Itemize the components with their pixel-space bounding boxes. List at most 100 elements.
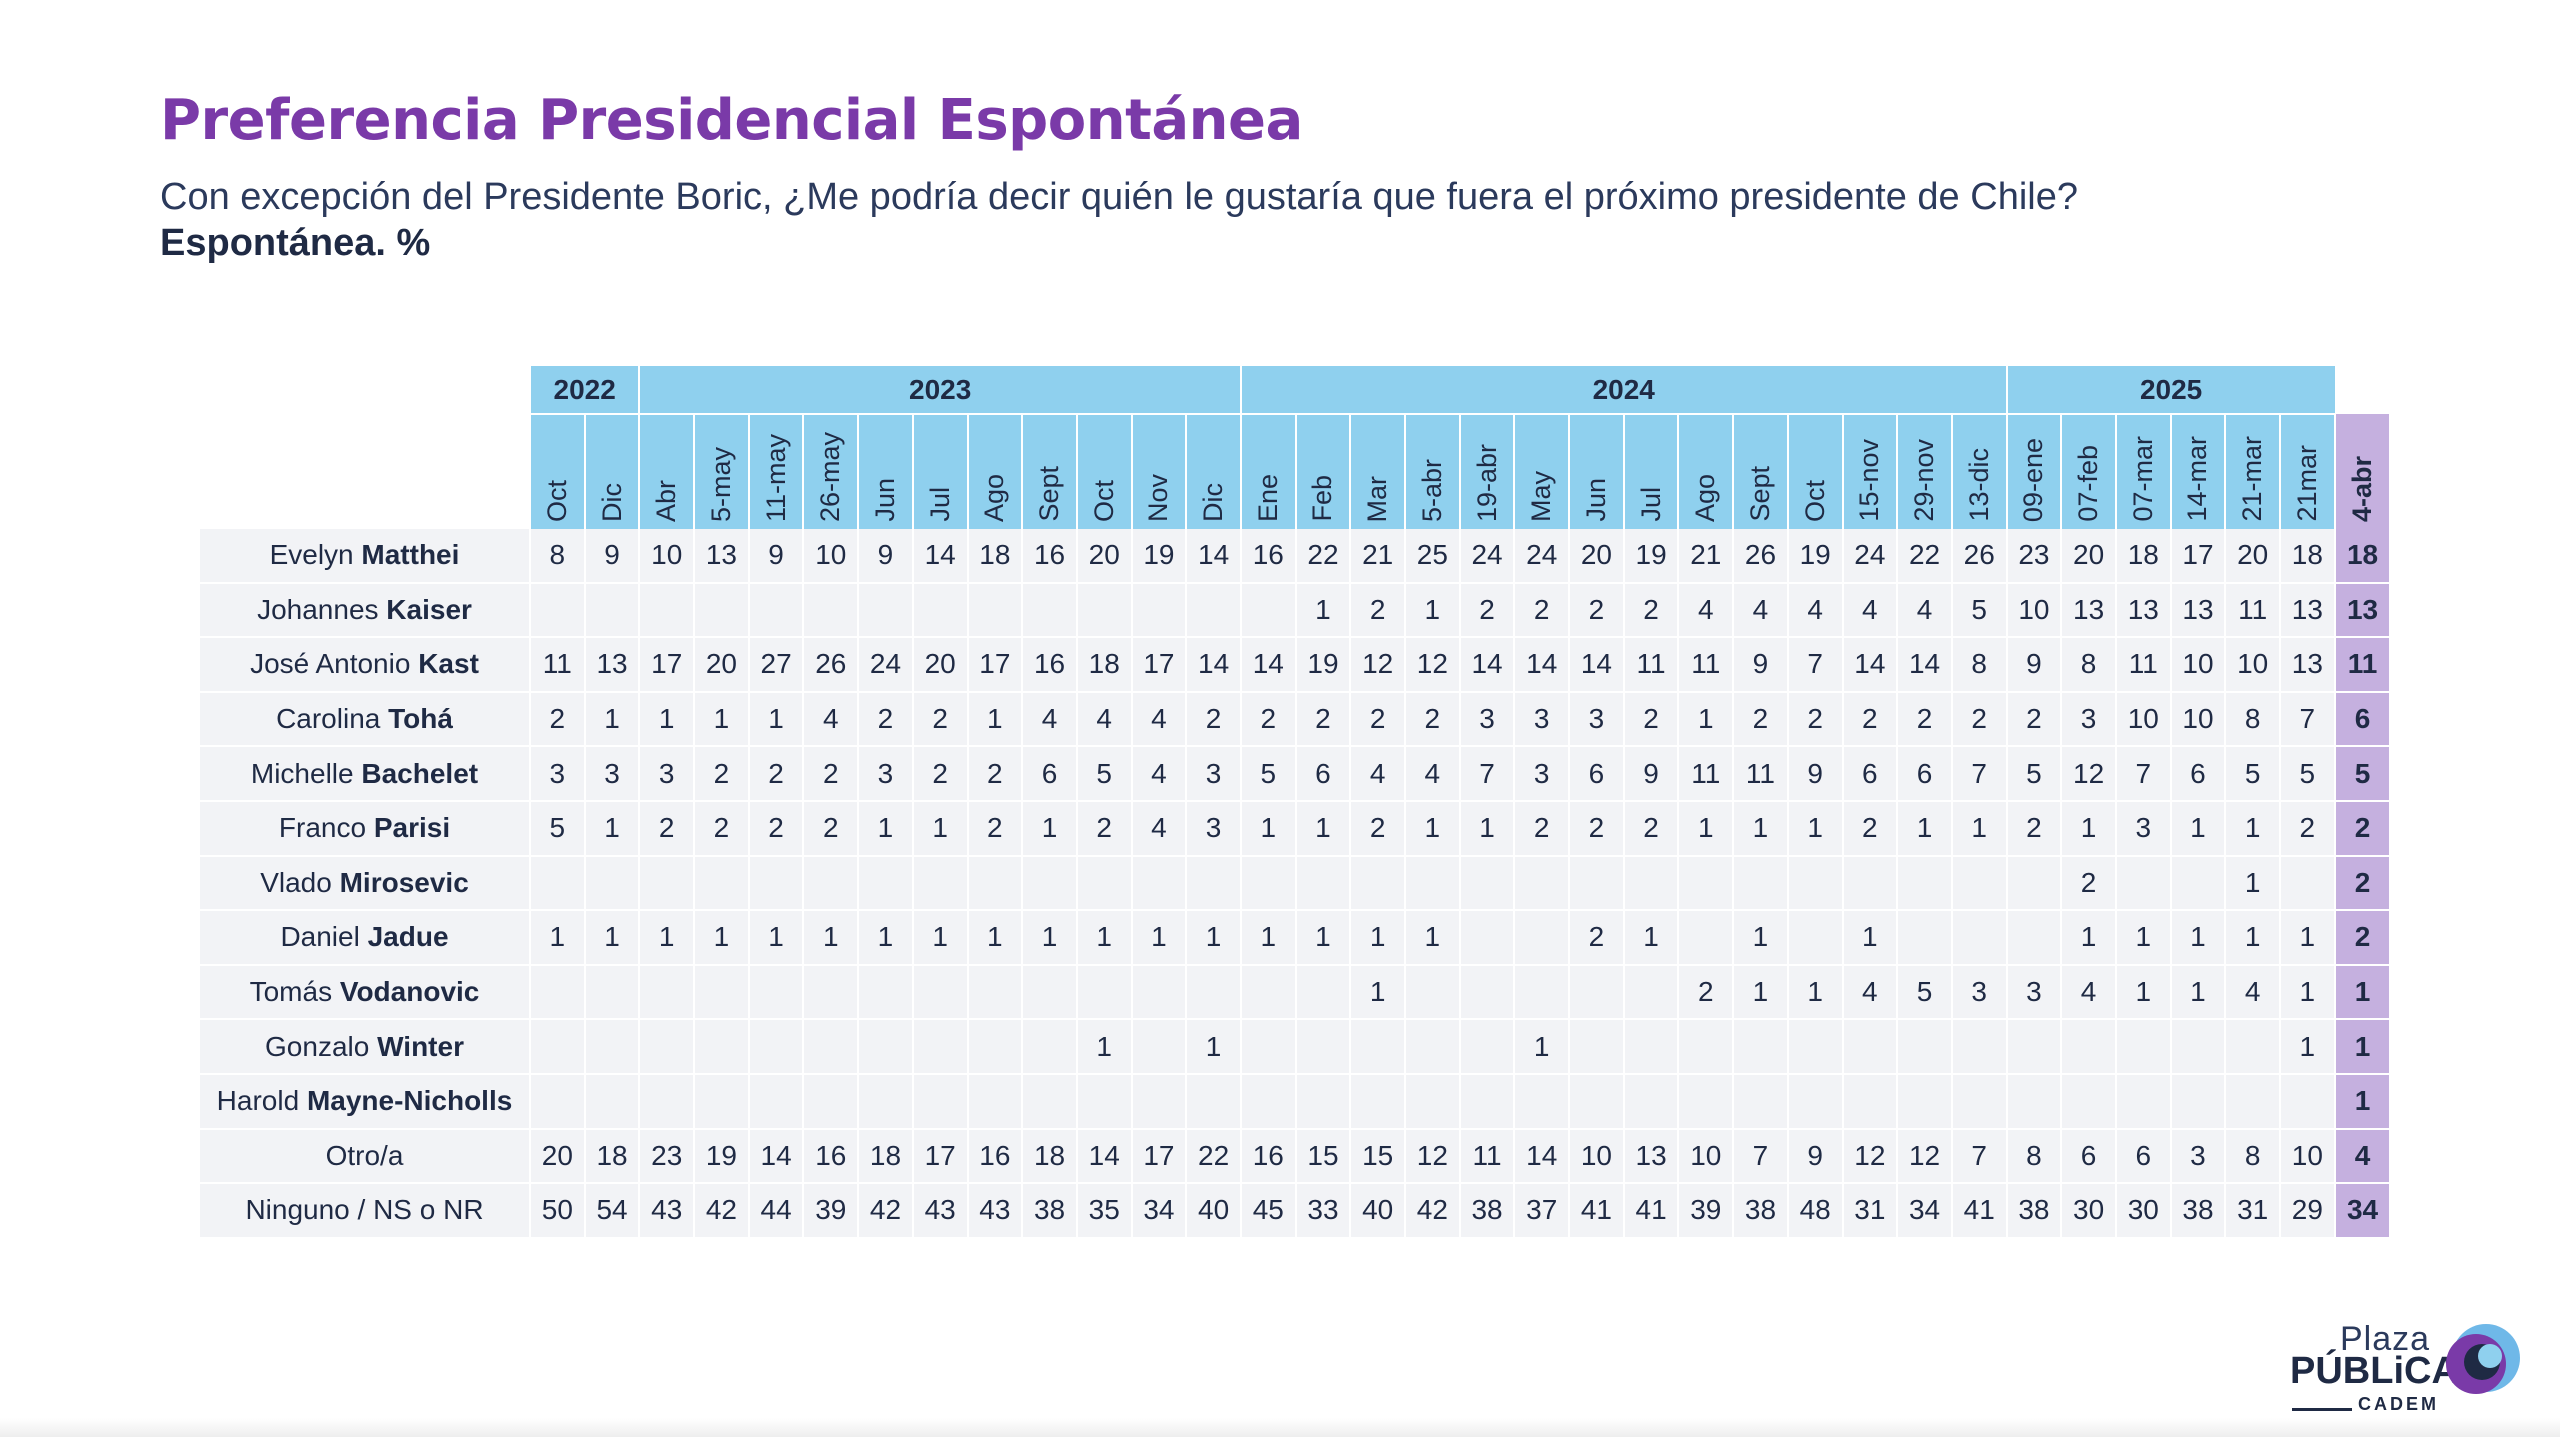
value-cell xyxy=(1294,1073,1351,1130)
value-cell xyxy=(2224,1073,2280,1130)
value-cell: 1 xyxy=(2060,800,2116,857)
value-cell xyxy=(1841,1073,1898,1130)
value-cell: 1 xyxy=(1841,910,1898,966)
value-cell: 16 xyxy=(1021,637,1077,693)
bottom-shade xyxy=(0,1418,2560,1437)
value-cell: 7 xyxy=(1786,637,1843,693)
value-cell: 1 xyxy=(1622,910,1679,966)
value-cell: 42 xyxy=(1404,1183,1460,1239)
value-cell: 20 xyxy=(1568,529,1624,584)
period-header: 21-mar xyxy=(2224,414,2280,529)
value-cell: 18 xyxy=(2279,529,2335,584)
value-cell: 26 xyxy=(802,637,859,693)
value-cell: 43 xyxy=(911,1183,968,1239)
candidate-first-name: Johannes xyxy=(257,593,379,625)
value-cell: 2 xyxy=(2333,910,2390,966)
value-cell: 20 xyxy=(2060,529,2116,584)
value-cell: 13 xyxy=(583,637,640,693)
value-cell: 1 xyxy=(1732,964,1788,1021)
candidate-first-name: Carolina xyxy=(276,703,381,735)
value-cell: 1 xyxy=(1021,910,1077,966)
candidate-name: José Antonio Kast xyxy=(200,637,530,693)
table-row: Daniel Jadue 1 1 1 1 1 1 1 1 1 1 1 1 1 1 1 1 1 2 1 1 1 1 1 1 1 1 2 xyxy=(200,910,2390,966)
value-cell xyxy=(966,855,1023,912)
period-label: Ene xyxy=(1252,473,1283,522)
value-cell xyxy=(529,1073,585,1130)
candidate-first-name: Vlado xyxy=(260,866,332,898)
value-cell: 16 xyxy=(1239,1128,1296,1185)
value-cell: 1 xyxy=(2279,964,2335,1021)
period-label: Sept xyxy=(1744,466,1775,522)
period-label: Abr xyxy=(651,479,682,522)
value-cell: 1 xyxy=(1786,800,1843,857)
value-cell xyxy=(1404,1019,1460,1075)
value-cell xyxy=(1458,910,1515,966)
candidate-first-name: Otro/a xyxy=(325,1139,404,1171)
period-header: Feb xyxy=(1294,414,1351,529)
value-cell: 1 xyxy=(583,691,640,748)
value-cell: 34 xyxy=(2333,1183,2390,1239)
value-cell: 39 xyxy=(802,1183,859,1239)
value-cell xyxy=(529,855,585,912)
value-cell xyxy=(1622,1073,1679,1130)
value-cell: 42 xyxy=(693,1183,749,1239)
value-cell: 2 xyxy=(1404,691,1460,748)
value-cell: 5 xyxy=(2333,746,2390,802)
value-cell: 1 xyxy=(1404,910,1460,966)
value-cell: 2 xyxy=(1075,800,1132,857)
value-cell: 2 xyxy=(1458,582,1515,639)
period-label: 29-nov xyxy=(1909,439,1940,522)
value-cell xyxy=(1130,964,1187,1021)
table-row: Michelle Bachelet 3 3 3 2 2 2 3 2 2 6 5 4 3 5 6 4 4 7 3 6 9 11… xyxy=(200,746,2390,802)
value-cell: 1 xyxy=(1185,910,1241,966)
value-cell xyxy=(2114,1073,2171,1130)
value-cell xyxy=(1404,1073,1460,1130)
value-cell xyxy=(2169,1073,2226,1130)
value-cell: 1 xyxy=(1404,582,1460,639)
question-text: Con excepción del Presidente Boric, ¿Me … xyxy=(160,176,2078,218)
value-cell xyxy=(583,855,640,912)
candidate-first-name: Michelle xyxy=(250,757,354,789)
value-cell: 14 xyxy=(1896,637,1952,693)
value-cell xyxy=(1294,964,1351,1021)
value-cell xyxy=(802,582,859,639)
candidate-last-name: Tohá xyxy=(388,703,453,735)
value-cell: 5 xyxy=(1950,582,2007,639)
value-cell: 19 xyxy=(1294,637,1351,693)
year-header-spacer xyxy=(200,366,530,414)
value-cell: 13 xyxy=(2279,582,2335,639)
period-label: May xyxy=(1526,470,1557,522)
value-cell xyxy=(1021,1073,1077,1130)
value-cell: 1 xyxy=(1239,910,1296,966)
value-cell: 2 xyxy=(966,800,1023,857)
value-cell: 16 xyxy=(1021,529,1077,584)
period-header-row: Oct Dic Abr 5-may 11-may 26-may Jun Jul Ago Sept O… xyxy=(200,414,2390,529)
value-cell: 1 xyxy=(2279,1019,2335,1075)
candidate-name: Tomás Vodanovic xyxy=(200,964,530,1021)
value-cell: 21 xyxy=(1677,529,1734,584)
value-cell: 7 xyxy=(1950,746,2007,802)
value-cell: 6 xyxy=(2114,1128,2171,1185)
candidate-first-name: Harold xyxy=(216,1085,300,1117)
value-cell: 1 xyxy=(693,691,749,748)
table-row: Evelyn Matthei 8 9 10 13 9 10 9 14 18 16 20 19 14 16 22… xyxy=(200,529,2390,584)
candidate-name: Otro/a xyxy=(200,1128,530,1185)
value-cell xyxy=(638,582,695,639)
candidate-name: Vlado Mirosevic xyxy=(200,855,530,912)
value-cell xyxy=(1075,1073,1132,1130)
candidate-last-name: Vodanovic xyxy=(339,976,480,1008)
value-cell xyxy=(1841,1019,1898,1075)
value-cell: 2 xyxy=(2005,800,2062,857)
candidate-name: Daniel Jadue xyxy=(200,910,530,966)
value-cell: 6 xyxy=(1896,746,1952,802)
period-label: Oct xyxy=(541,479,572,522)
value-cell xyxy=(1568,855,1624,912)
value-cell: 12 xyxy=(1349,637,1405,693)
candidate-first-name: José Antonio xyxy=(250,648,411,680)
value-cell: 4 xyxy=(2224,964,2280,1021)
value-cell: 17 xyxy=(911,1128,968,1185)
period-header: Mar xyxy=(1349,414,1405,529)
period-header: Oct xyxy=(1786,414,1843,529)
candidate-first-name: Franco xyxy=(278,812,367,844)
value-cell: 2 xyxy=(802,746,859,802)
